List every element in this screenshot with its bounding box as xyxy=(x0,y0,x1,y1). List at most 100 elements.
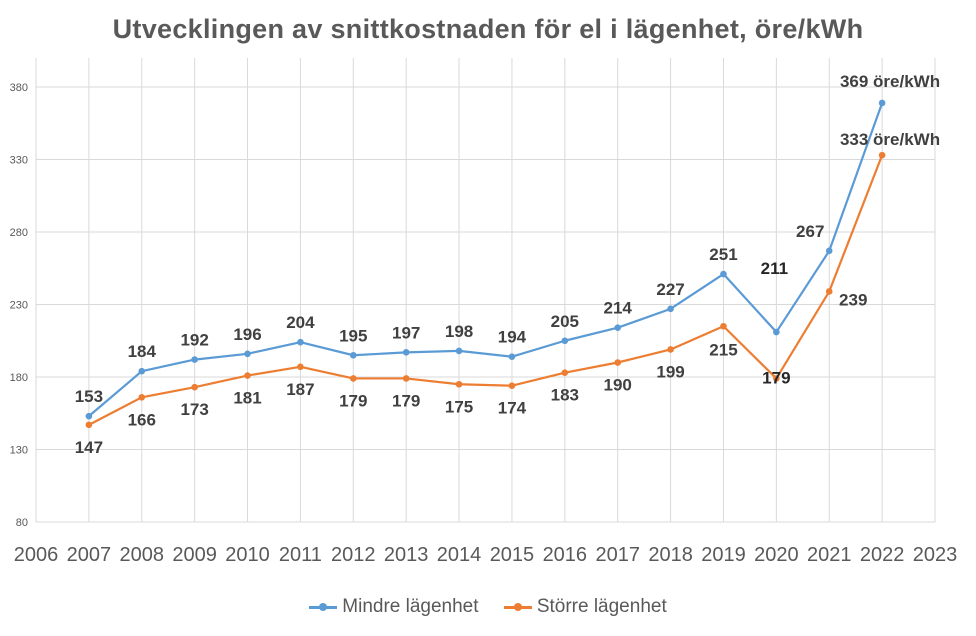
x-tick-label-2012: 2012 xyxy=(331,544,376,566)
data-label-storre-2017: 190 xyxy=(604,376,632,395)
series-line-mindre xyxy=(88,102,884,417)
data-point-mindre-2010 xyxy=(244,350,251,358)
data-point-mindre-2007 xyxy=(85,412,93,420)
data-label-mindre-2008: 184 xyxy=(128,342,157,361)
data-label-storre-2020: 179 xyxy=(762,368,790,387)
data-point-mindre-2013 xyxy=(402,349,410,356)
data-label-mindre-2020: 211 xyxy=(761,259,788,278)
data-label-storre-2018: 199 xyxy=(656,362,684,381)
data-point-mindre-2016 xyxy=(561,337,569,345)
data-point-storre-2014 xyxy=(455,380,463,388)
data-label-storre-2022: 333 öre/kWh xyxy=(840,130,940,149)
x-tick-label-2011: 2011 xyxy=(279,544,322,566)
y-tick-label-380: 380 xyxy=(10,82,28,94)
data-point-mindre-2020 xyxy=(773,328,780,336)
x-tick-label-2017: 2017 xyxy=(595,544,640,566)
data-point-storre-2007 xyxy=(85,421,93,429)
data-label-storre-2016: 183 xyxy=(551,386,579,405)
data-label-storre-2012: 179 xyxy=(339,391,367,410)
legend-label-storre: Större lägenhet xyxy=(536,596,667,617)
x-tick-label-2006: 2006 xyxy=(14,544,59,566)
x-tick-label-2021: 2021 xyxy=(807,544,852,566)
data-point-storre-2021 xyxy=(825,288,833,295)
data-point-mindre-2018 xyxy=(667,305,674,313)
x-tick-label-2014: 2014 xyxy=(437,544,482,566)
legend-item-storre: Större lägenhet xyxy=(503,596,667,618)
x-tick-label-2016: 2016 xyxy=(543,544,588,566)
data-label-mindre-2009: 192 xyxy=(180,331,208,350)
data-label-mindre-2011: 204 xyxy=(286,313,315,332)
data-point-storre-2008 xyxy=(138,394,146,401)
data-point-mindre-2021 xyxy=(825,247,833,255)
data-label-mindre-2021: 267 xyxy=(796,222,824,241)
data-label-mindre-2022: 369 öre/kWh xyxy=(840,72,940,91)
data-point-storre-2009 xyxy=(191,383,198,391)
y-tick-label-180: 180 xyxy=(10,372,28,384)
legend-item-mindre: Mindre lägenhet xyxy=(309,596,479,618)
data-point-storre-2012 xyxy=(349,375,357,382)
x-tick-label-2013: 2013 xyxy=(384,544,429,566)
x-tick-label-2022: 2022 xyxy=(860,544,905,566)
data-label-storre-2011: 187 xyxy=(286,380,314,399)
data-label-mindre-2010: 196 xyxy=(233,325,261,344)
data-label-mindre-2019: 251 xyxy=(709,245,737,264)
legend-label-mindre: Mindre lägenhet xyxy=(342,596,479,617)
data-point-mindre-2008 xyxy=(138,367,146,375)
data-label-storre-2007: 147 xyxy=(75,438,103,457)
y-tick-label-330: 330 xyxy=(10,155,28,167)
data-label-storre-2013: 179 xyxy=(392,391,420,410)
data-point-storre-2022 xyxy=(878,151,886,159)
y-tick-label-280: 280 xyxy=(10,227,28,239)
x-tick-label-2019: 2019 xyxy=(701,544,746,566)
data-point-storre-2019 xyxy=(720,322,727,330)
series-line-storre xyxy=(88,154,884,426)
data-point-storre-2015 xyxy=(508,382,516,390)
data-point-mindre-2009 xyxy=(191,356,198,363)
data-label-mindre-2007: 153 xyxy=(75,387,103,406)
data-point-storre-2013 xyxy=(402,375,410,382)
y-tick-label-130: 130 xyxy=(10,445,28,457)
data-label-mindre-2014: 198 xyxy=(445,322,473,341)
data-point-mindre-2015 xyxy=(508,353,516,361)
data-label-storre-2009: 173 xyxy=(180,400,208,419)
data-label-mindre-2013: 197 xyxy=(392,323,420,342)
y-tick-label-230: 230 xyxy=(10,300,28,312)
data-point-mindre-2022 xyxy=(878,99,886,107)
data-label-storre-2010: 181 xyxy=(233,389,261,408)
data-point-mindre-2017 xyxy=(614,324,622,332)
legend-swatch-storre xyxy=(503,600,532,614)
data-point-storre-2010 xyxy=(244,372,251,379)
data-point-mindre-2019 xyxy=(720,270,727,278)
data-point-storre-2011 xyxy=(297,363,304,371)
data-label-mindre-2012: 195 xyxy=(339,326,367,345)
x-tick-label-2020: 2020 xyxy=(754,544,799,566)
data-point-storre-2018 xyxy=(667,346,674,353)
data-label-storre-2019: 215 xyxy=(709,340,737,359)
data-label-storre-2008: 166 xyxy=(128,410,156,429)
data-label-storre-2015: 174 xyxy=(498,399,527,418)
x-tick-label-2009: 2009 xyxy=(172,544,217,566)
data-label-mindre-2017: 214 xyxy=(604,299,633,318)
x-tick-label-2010: 2010 xyxy=(225,544,270,566)
data-label-mindre-2015: 194 xyxy=(498,328,527,347)
legend-swatch-mindre xyxy=(309,600,338,614)
data-label-storre-2021: 239 xyxy=(839,290,867,309)
legend: Mindre lägenhet Större lägenhet xyxy=(0,596,976,620)
data-point-storre-2017 xyxy=(614,359,622,366)
x-tick-label-2018: 2018 xyxy=(648,544,693,566)
data-point-storre-2020 xyxy=(773,375,780,382)
data-point-storre-2016 xyxy=(561,369,569,376)
data-point-mindre-2011 xyxy=(297,338,304,346)
y-tick-label-80: 80 xyxy=(16,517,28,529)
data-point-mindre-2014 xyxy=(455,347,463,355)
x-tick-label-2008: 2008 xyxy=(120,544,165,566)
data-label-mindre-2016: 205 xyxy=(551,312,579,331)
data-label-storre-2014: 175 xyxy=(445,397,473,416)
x-tick-label-2015: 2015 xyxy=(490,544,535,566)
chart-title: Utvecklingen av snittkostnaden för el i … xyxy=(112,14,864,44)
data-label-mindre-2018: 227 xyxy=(656,280,684,299)
x-tick-label-2007: 2007 xyxy=(67,544,112,566)
x-tick-label-2023: 2023 xyxy=(913,544,958,566)
